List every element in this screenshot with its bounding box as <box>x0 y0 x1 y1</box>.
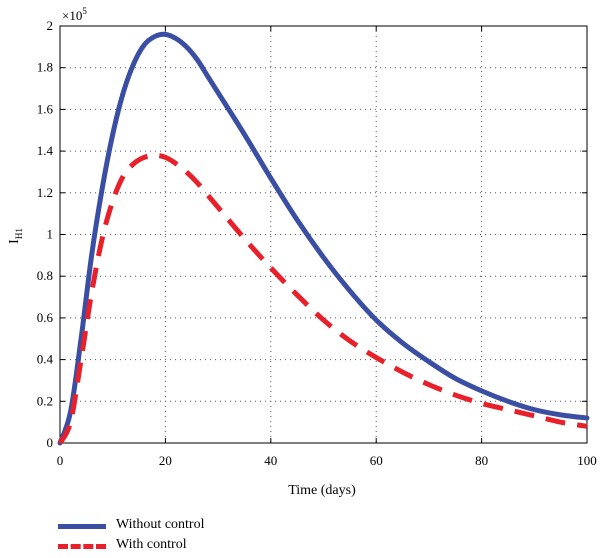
x-tick-label: 0 <box>57 453 64 468</box>
y-axis-multiplier: ×105 <box>62 6 87 23</box>
legend-label: Without control <box>116 517 205 532</box>
x-tick-label: 20 <box>159 453 172 468</box>
legend-swatch-dashed <box>58 544 106 549</box>
grid-lines <box>60 26 587 443</box>
x-tick-label: 40 <box>264 453 277 468</box>
y-tick-label: 0.4 <box>37 352 54 367</box>
legend-label: With control <box>116 537 187 552</box>
x-tick-label: 100 <box>577 453 597 468</box>
y-tick-label: 0.6 <box>37 310 54 325</box>
y-axis-label: IH1 <box>7 228 24 244</box>
y-tick-label: 1.8 <box>37 60 53 75</box>
plot-frame <box>59 25 588 444</box>
tick-labels: 0 20 40 60 80 100 0 0.2 0.4 0.6 0.8 1 1.2 1.4 1.6 1.8 2 <box>37 18 597 468</box>
series-layer <box>57 31 590 446</box>
y-tick-label: 2 <box>47 18 54 33</box>
y-tick-label: 1.4 <box>37 143 54 158</box>
series-line-with-control <box>57 152 588 445</box>
y-tick-label: 1.6 <box>37 101 54 116</box>
y-tick-label: 0 <box>47 435 54 450</box>
y-tick-label: 1 <box>47 227 54 242</box>
line-chart: 0 20 40 60 80 10000.20.40.60.811.21.41.61.82 … <box>7 6 597 498</box>
x-axis-label: Time (days) <box>288 483 356 498</box>
y-tick-label: 0.8 <box>37 268 53 283</box>
y-tick-label: 1.2 <box>37 185 53 200</box>
axis-ticks <box>59 25 588 444</box>
y-tick-label: 0.2 <box>37 393 53 408</box>
legend-swatch-solid <box>58 524 106 529</box>
series-line-without-control <box>57 31 590 446</box>
x-tick-label: 80 <box>475 453 488 468</box>
x-tick-label: 60 <box>370 453 383 468</box>
